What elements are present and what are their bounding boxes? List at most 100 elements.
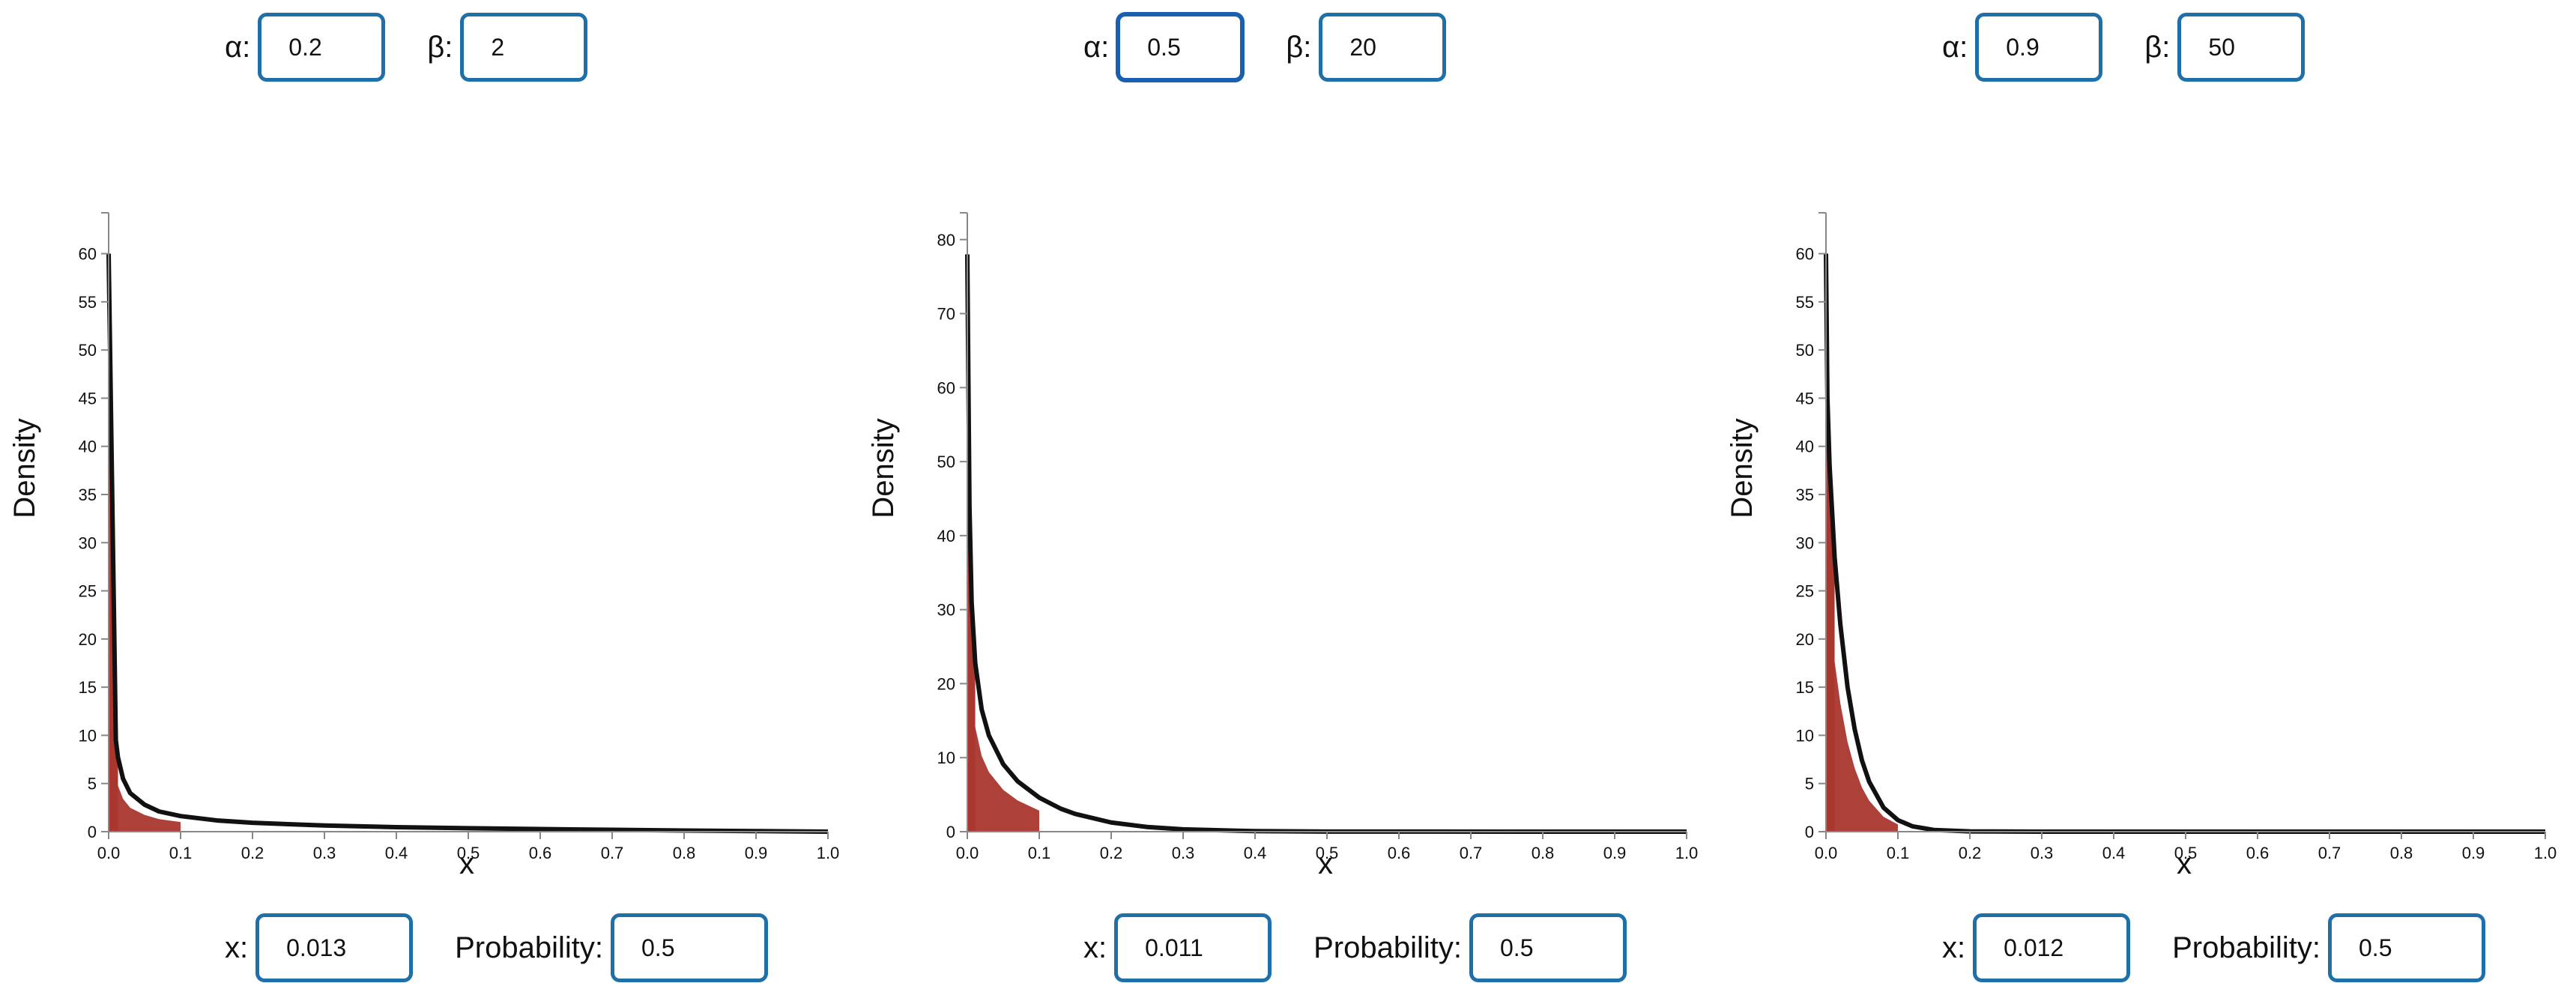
- x-tick-label: 0.6: [2246, 844, 2270, 862]
- x-tick-label: 0.4: [1244, 844, 1267, 862]
- x-label: x:: [1942, 931, 1966, 964]
- y-tick-label: 25: [1796, 582, 1814, 601]
- y-tick-label: 10: [79, 726, 97, 745]
- y-tick-label: 30: [1796, 533, 1814, 552]
- beta-input[interactable]: [2177, 13, 2306, 82]
- alpha-input[interactable]: [1975, 13, 2103, 82]
- x-input[interactable]: [1114, 913, 1272, 982]
- density-curve: [1824, 253, 2545, 834]
- x-axis-title: x: [459, 847, 474, 880]
- quantile-row: x: Probability:: [1942, 913, 2485, 982]
- density-curve: [106, 253, 829, 834]
- beta-panel-0: α: β: 0510152025303540455055600.00.10.20…: [0, 0, 859, 998]
- density-chart: 0 5 10 15 20 25 30 35 40 45 50 55 60 0.0 0.1 0.2 0.3 0.4 0…: [1726, 212, 2557, 880]
- x-tick-label: 0.1: [1887, 844, 1910, 862]
- param-row: α: β:: [1083, 13, 1447, 82]
- y-tick-label: 0: [946, 823, 955, 841]
- x-tick-label: 0.3: [313, 844, 336, 862]
- probability-input[interactable]: [2328, 913, 2485, 982]
- density-curve: [965, 254, 1687, 834]
- x-input[interactable]: [1973, 913, 2131, 982]
- x-tick-label: 0.1: [1028, 844, 1051, 862]
- x-input[interactable]: [256, 913, 414, 982]
- quantile-row: x: Probability:: [225, 913, 768, 982]
- y-tick-label: 20: [1796, 630, 1814, 649]
- x-tick-label: 0.3: [2031, 844, 2054, 862]
- y-tick-label: 10: [1796, 726, 1814, 745]
- y-tick-label: 60: [79, 245, 97, 264]
- x-axis-title: x: [1318, 847, 1333, 880]
- probability-label: Probability:: [2172, 931, 2320, 964]
- probability-input[interactable]: [1469, 913, 1627, 982]
- y-tick-label: 5: [1805, 775, 1814, 793]
- beta-panel-1: α: β: 0 10 20 30 40 50 60 70 80 0.0 0.1 0.2 0.3 0.4 0.…: [859, 0, 1717, 998]
- beta-input[interactable]: [460, 13, 588, 82]
- x-tick-label: 1.0: [1675, 844, 1699, 862]
- y-tick-label: 45: [79, 389, 97, 408]
- probability-input[interactable]: [611, 913, 768, 982]
- beta-label: β:: [2144, 30, 2171, 64]
- y-tick-label: 25: [79, 582, 97, 601]
- y-tick-label: 50: [1796, 341, 1814, 360]
- x-tick-label: 0.7: [1460, 844, 1483, 862]
- probability-label: Probability:: [1313, 931, 1462, 964]
- x-tick-label: 0.2: [1100, 844, 1123, 862]
- shaded-tail-area: [967, 474, 1039, 832]
- x-tick-label: 1.0: [2534, 844, 2557, 862]
- beta-panel-2: α: β: 0510152025303540455055600.00.10.20…: [1717, 0, 2576, 998]
- y-tick-label: 5: [88, 775, 97, 793]
- x-tick-label: 0.9: [1603, 844, 1627, 862]
- y-tick-label: 40: [937, 527, 955, 545]
- y-tick-label: 35: [79, 486, 97, 504]
- y-tick-label: 20: [79, 630, 97, 649]
- beta-input[interactable]: [1319, 13, 1447, 82]
- x-tick-label: 0.7: [2318, 844, 2341, 862]
- y-tick-label: 30: [79, 533, 97, 552]
- beta-label: β:: [427, 30, 453, 64]
- x-tick-label: 0.5: [1316, 844, 1339, 862]
- y-tick-label: 70: [937, 305, 955, 324]
- y-tick-label: 20: [937, 674, 955, 693]
- param-row: α: β:: [1942, 13, 2306, 82]
- alpha-label: α:: [1942, 30, 1968, 64]
- x-tick-label: 0.6: [529, 844, 552, 862]
- alpha-label: α:: [225, 30, 251, 64]
- y-axis-title: Density: [867, 418, 900, 518]
- x-tick-label: 0.8: [2390, 844, 2413, 862]
- x-tick-label: 1.0: [817, 844, 840, 862]
- param-row: α: β:: [225, 13, 588, 82]
- shaded-tail-area: [1826, 473, 1898, 832]
- density-chart: 0 5 10 15 20 25 30 35 40 45 50 55 60 0.0 0.1 0.2 0.3 0.4 0…: [8, 212, 840, 880]
- x-tick-label: 0.0: [97, 844, 121, 862]
- y-tick-label: 80: [937, 231, 955, 250]
- x-tick-label: 0.1: [169, 844, 193, 862]
- x-tick-label: 0.0: [956, 844, 979, 862]
- x-label: x:: [1083, 931, 1107, 964]
- quantile-row: x: Probability:: [1083, 913, 1627, 982]
- x-tick-label: 0.9: [2462, 844, 2485, 862]
- y-tick-label: 15: [79, 678, 97, 697]
- x-axis-title: x: [2177, 847, 2192, 880]
- x-tick-label: 0.6: [1388, 844, 1411, 862]
- x-tick-label: 0.5: [457, 844, 480, 862]
- probability-label: Probability:: [455, 931, 603, 964]
- alpha-input[interactable]: [258, 13, 386, 82]
- y-tick-label: 35: [1796, 486, 1814, 504]
- x-tick-label: 0.8: [673, 844, 696, 862]
- density-chart: 0 10 20 30 40 50 60 70 80 0.0 0.1 0.2 0.3 0.4 0.5 0.6 0.…: [867, 212, 1699, 880]
- y-tick-label: 50: [937, 453, 955, 471]
- x-tick-label: 0.7: [601, 844, 624, 862]
- y-tick-label: 40: [1796, 438, 1814, 456]
- y-tick-label: 55: [1796, 293, 1814, 312]
- alpha-label: α:: [1083, 30, 1110, 64]
- x-tick-label: 0.3: [1172, 844, 1195, 862]
- beta-label: β:: [1286, 30, 1312, 64]
- shaded-tail-area: [109, 473, 181, 832]
- y-tick-label: 55: [79, 293, 97, 312]
- x-tick-label: 0.9: [745, 844, 768, 862]
- x-label: x:: [225, 931, 249, 964]
- y-tick-label: 40: [79, 438, 97, 456]
- x-tick-label: 0.4: [385, 844, 408, 862]
- y-tick-label: 15: [1796, 678, 1814, 697]
- alpha-input[interactable]: [1116, 13, 1245, 82]
